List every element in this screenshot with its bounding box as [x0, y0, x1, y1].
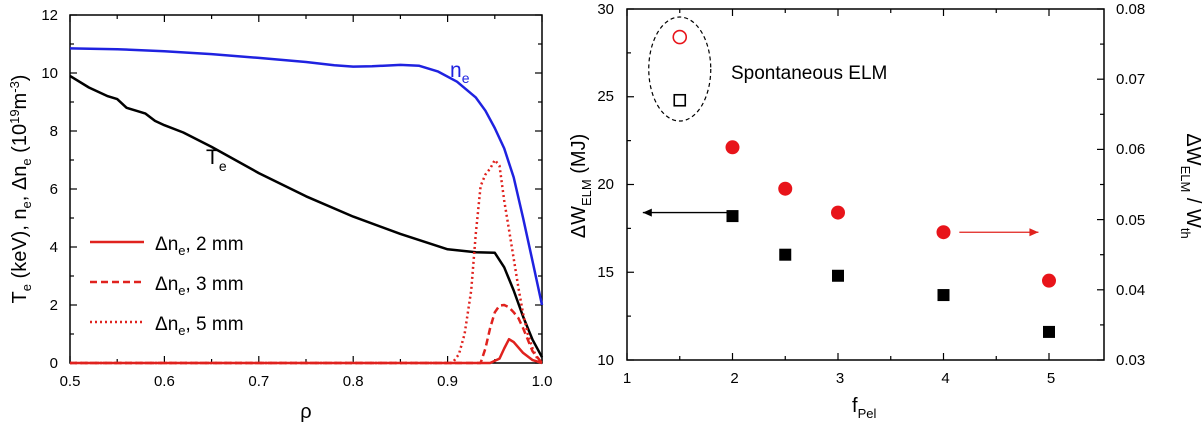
right-x-tick-label: 3: [836, 370, 844, 387]
left-x-tick-label: 0.5: [60, 373, 81, 390]
left-y-tick-label: 4: [50, 239, 58, 256]
right-x-tick-label: 4: [941, 370, 949, 387]
left-y-tick-label: 8: [50, 123, 58, 140]
data-point-circle: [778, 181, 793, 196]
legend-label: Δne, 2 mm: [155, 234, 244, 258]
series-line-dn5: [70, 158, 543, 365]
right-x-tick-labels: 1 2 3 4 5: [623, 370, 1055, 387]
spontaneous-elm-ellipse: [648, 16, 712, 122]
right-x-tick-label: 5: [1047, 370, 1055, 387]
data-point-circle: [725, 140, 740, 155]
right-y2-tick-label: 0.04: [1116, 282, 1145, 299]
right-left-y-axis-label: ΔWELM (MJ): [568, 134, 594, 239]
right-x-tick-label: 1: [623, 370, 631, 387]
data-point-square: [726, 210, 739, 223]
right-left-y-tick-labels: 10 15 20 25 30: [597, 1, 614, 369]
right-tick-marks: [626, 8, 1104, 361]
right-plot-frame: [626, 8, 1105, 361]
right-data-points: [672, 29, 1056, 338]
right-y2-tick-label: 0.05: [1116, 212, 1145, 229]
right-y2-tick-label: 0.07: [1116, 71, 1145, 88]
right-annotations: [642, 16, 1039, 237]
right-y2-tick-label: 0.08: [1116, 1, 1145, 18]
ne-curve-label: ne: [450, 59, 470, 86]
data-point-square: [937, 289, 950, 302]
legend-entry-2mm: Δne, 2 mm: [90, 234, 244, 258]
left-y-tick-label: 2: [50, 297, 58, 314]
right-y-tick-label: 25: [597, 88, 614, 105]
left-y-tick-label: 10: [41, 65, 58, 82]
right-y-tick-label: 15: [597, 264, 614, 281]
left-tick-marks: [69, 14, 543, 364]
series-line-dn3: [70, 303, 543, 365]
right-y2-tick-label: 0.06: [1116, 141, 1145, 158]
spontaneous-elm-annotation: Spontaneous ELM: [731, 63, 887, 84]
left-y-tick-label: 0: [50, 355, 58, 372]
axis-arrow-head: [1029, 228, 1039, 237]
legend-label: Δne, 5 mm: [155, 314, 244, 338]
left-y-tick-label: 6: [50, 181, 58, 198]
right-y-tick-label: 10: [597, 352, 614, 369]
left-y-axis-label: Te (keV), ne, Δne (1019m-3): [7, 75, 34, 304]
data-point-open-circle: [672, 29, 688, 45]
legend-entry-3mm: Δne, 3 mm: [90, 274, 244, 298]
elm-chart: 1 2 3 4 5 10 15 20 25 30 0.03 0.04 0.05 …: [568, 1, 1203, 421]
left-y-tick-labels: 0 2 4 6 8 10 12: [41, 7, 58, 372]
legend-label: Δne, 3 mm: [155, 274, 244, 298]
right-x-axis-label: fPel: [852, 395, 876, 421]
series-line-ne: [69, 47, 544, 306]
data-point-circle: [936, 225, 951, 240]
left-plot-frame: [69, 14, 543, 364]
te-curve-label: Te: [206, 146, 227, 174]
right-y2-tick-label: 0.03: [1116, 352, 1145, 369]
series-line-te: [69, 74, 544, 358]
right-y-tick-label: 30: [597, 1, 614, 18]
data-point-circle: [1042, 273, 1056, 288]
left-x-tick-label: 0.6: [154, 373, 175, 390]
data-point-open-square: [673, 93, 687, 107]
right-right-y-tick-labels: 0.03 0.04 0.05 0.06 0.07 0.08: [1116, 1, 1145, 369]
left-x-tick-label: 0.8: [343, 373, 364, 390]
left-x-tick-labels: 0.5 0.6 0.7 0.8 0.9 1.0: [60, 373, 553, 390]
right-y-tick-label: 20: [597, 176, 614, 193]
data-point-circle: [831, 205, 845, 220]
profile-chart: 0.5 0.6 0.7 0.8 0.9 1.0 0 2 4 6 8 10 12 …: [7, 7, 552, 423]
axis-arrow-head: [642, 208, 652, 217]
left-x-tick-label: 0.9: [437, 373, 458, 390]
right-right-y-axis-label: ΔWELM / Wth: [1178, 133, 1203, 238]
right-x-tick-label: 2: [730, 370, 738, 387]
left-x-tick-label: 1.0: [532, 373, 553, 390]
data-point-square: [1043, 325, 1055, 338]
legend-entry-5mm: Δne, 5 mm: [90, 314, 244, 338]
data-point-square: [832, 269, 844, 282]
left-x-tick-label: 0.7: [248, 373, 269, 390]
left-y-tick-label: 12: [41, 7, 58, 24]
left-series-lines: [69, 47, 544, 365]
left-x-axis-label: ρ: [300, 401, 311, 423]
left-legend: Δne, 2 mm Δne, 3 mm Δne, 5 mm: [90, 234, 244, 338]
data-point-square: [779, 248, 792, 261]
